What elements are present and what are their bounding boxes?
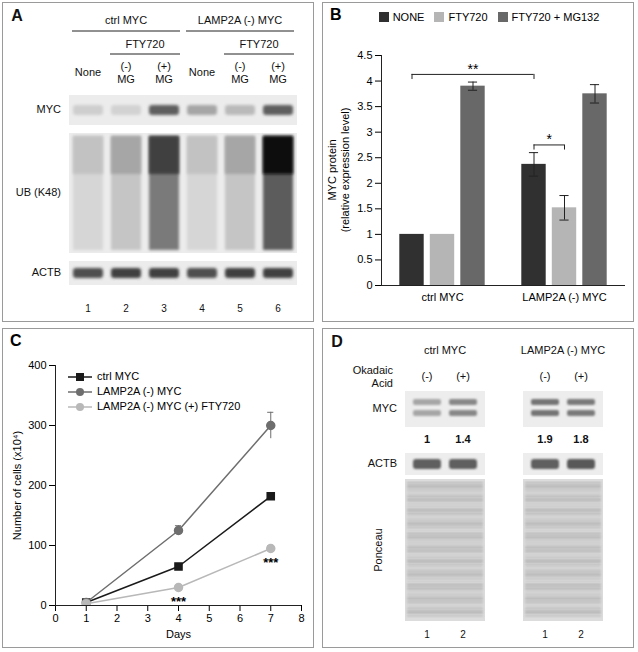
svg-text:MYC: MYC (37, 103, 62, 115)
svg-text:0: 0 (366, 279, 372, 291)
svg-text:400: 400 (28, 359, 46, 371)
svg-text:LAMP2A (-) MYC: LAMP2A (-) MYC (522, 291, 606, 303)
svg-text:2: 2 (366, 177, 372, 189)
svg-text:0: 0 (40, 599, 46, 611)
svg-text:4: 4 (199, 303, 205, 314)
svg-text:1: 1 (424, 433, 430, 445)
svg-text:(+)MG: (+)MG (269, 59, 287, 84)
svg-text:1: 1 (83, 612, 89, 624)
svg-text:Number of cells (x10⁴): Number of cells (x10⁴) (11, 431, 23, 540)
svg-text:***: *** (263, 555, 279, 570)
html-text:FTY720: FTY720 (448, 11, 488, 23)
html-text:LAMP2A (-) MYC: LAMP2A (-) MYC (97, 385, 182, 397)
svg-text:FTY720: FTY720 (125, 38, 164, 50)
svg-text:(-): (-) (540, 370, 551, 382)
svg-text:D: D (331, 333, 343, 350)
svg-text:5: 5 (237, 303, 243, 314)
svg-text:1: 1 (85, 303, 91, 314)
svg-text:**: ** (468, 61, 479, 77)
svg-text:ACTB: ACTB (32, 266, 61, 278)
svg-text:(+)MG: (+)MG (155, 59, 173, 84)
svg-text:*: * (547, 131, 553, 147)
html-text:NONE: NONE (392, 11, 425, 23)
svg-text:LAMP2A (-) MYC: LAMP2A (-) MYC (521, 344, 605, 356)
svg-text:1.5: 1.5 (357, 202, 372, 214)
svg-text:1.8: 1.8 (573, 433, 588, 445)
html-text:MYC protein (relative expressi: MYC protein (relative expression level) (326, 107, 351, 233)
svg-text:(-)MG: (-)MG (117, 59, 135, 84)
svg-text:0: 0 (52, 612, 58, 624)
svg-text:FTY720: FTY720 (239, 38, 278, 50)
svg-text:1: 1 (366, 228, 372, 240)
svg-text:3.5: 3.5 (357, 100, 372, 112)
svg-text:ctrl MYC: ctrl MYC (105, 14, 147, 26)
html-text:C: C (10, 332, 22, 349)
html-text:ctrl MYC: ctrl MYC (97, 370, 140, 382)
svg-text:4: 4 (366, 75, 372, 87)
svg-text:(-): (-) (422, 370, 433, 382)
svg-text:300: 300 (28, 419, 46, 431)
svg-text:4: 4 (175, 612, 181, 624)
html-text:B: B (330, 6, 342, 23)
svg-text:OkadaicAcid: OkadaicAcid (353, 363, 394, 388)
svg-text:6: 6 (237, 612, 243, 624)
svg-text:(+): (+) (456, 370, 470, 382)
svg-text:(+): (+) (574, 370, 588, 382)
svg-text:LAMP2A (-) MYC: LAMP2A (-) MYC (198, 14, 282, 26)
svg-text:100: 100 (28, 539, 46, 551)
svg-text:2: 2 (123, 303, 129, 314)
svg-text:ctrl MYC: ctrl MYC (421, 291, 463, 303)
svg-text:(-)MG: (-)MG (231, 59, 249, 84)
svg-text:None: None (189, 66, 215, 78)
svg-text:1: 1 (542, 629, 548, 640)
svg-text:8: 8 (298, 612, 304, 624)
svg-text:0.5: 0.5 (357, 253, 372, 265)
svg-text:5: 5 (206, 612, 212, 624)
svg-text:4.5: 4.5 (357, 49, 372, 61)
svg-text:ACTB: ACTB (368, 457, 397, 469)
svg-text:7: 7 (268, 612, 274, 624)
svg-text:2: 2 (578, 629, 584, 640)
svg-text:2.5: 2.5 (357, 151, 372, 163)
svg-text:3: 3 (161, 303, 167, 314)
svg-text:Days: Days (166, 628, 192, 640)
svg-text:A: A (11, 7, 23, 24)
svg-text:6: 6 (275, 303, 281, 314)
svg-text:UB (K48): UB (K48) (16, 186, 61, 198)
svg-text:Ponceau: Ponceau (372, 528, 384, 571)
svg-text:MYC: MYC (373, 402, 398, 414)
html-text:FTY720 + MG132: FTY720 + MG132 (511, 11, 600, 23)
svg-text:None: None (75, 66, 101, 78)
svg-text:2: 2 (460, 629, 466, 640)
svg-text:1: 1 (424, 629, 430, 640)
svg-text:1.9: 1.9 (537, 433, 552, 445)
svg-text:3: 3 (366, 126, 372, 138)
html-text:LAMP2A (-) MYC (+) FTY720: LAMP2A (-) MYC (+) FTY720 (97, 400, 241, 412)
svg-text:1.4: 1.4 (455, 433, 471, 445)
svg-text:***: *** (171, 594, 187, 609)
svg-text:3: 3 (145, 612, 151, 624)
svg-text:200: 200 (28, 479, 46, 491)
svg-text:ctrl MYC: ctrl MYC (424, 344, 466, 356)
svg-text:2: 2 (114, 612, 120, 624)
